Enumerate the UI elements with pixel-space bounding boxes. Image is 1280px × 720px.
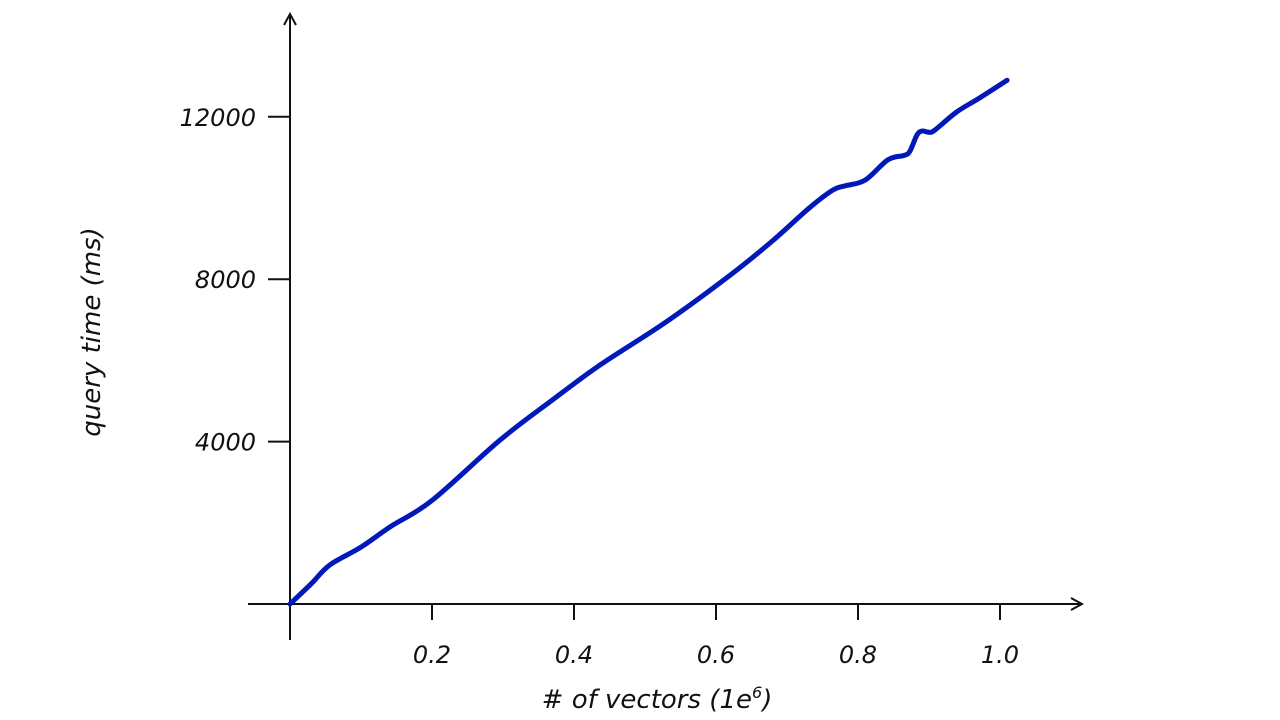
y-tick-label: 4000 bbox=[195, 429, 256, 457]
y-tick-label: 12000 bbox=[180, 104, 256, 132]
x-tick-label: 0.4 bbox=[555, 641, 593, 669]
x-tick-label: 0.8 bbox=[839, 641, 877, 669]
x-axis-label: # of vectors (1e6) bbox=[542, 683, 773, 715]
x-tick-label: 1.0 bbox=[981, 641, 1019, 669]
x-tick-label: 0.2 bbox=[413, 641, 451, 669]
x-tick-label: 0.6 bbox=[697, 641, 735, 669]
y-axis-label: query time (ms) bbox=[77, 227, 107, 437]
series-line-query-time bbox=[287, 77, 1010, 607]
y-tick-label: 8000 bbox=[195, 266, 256, 294]
